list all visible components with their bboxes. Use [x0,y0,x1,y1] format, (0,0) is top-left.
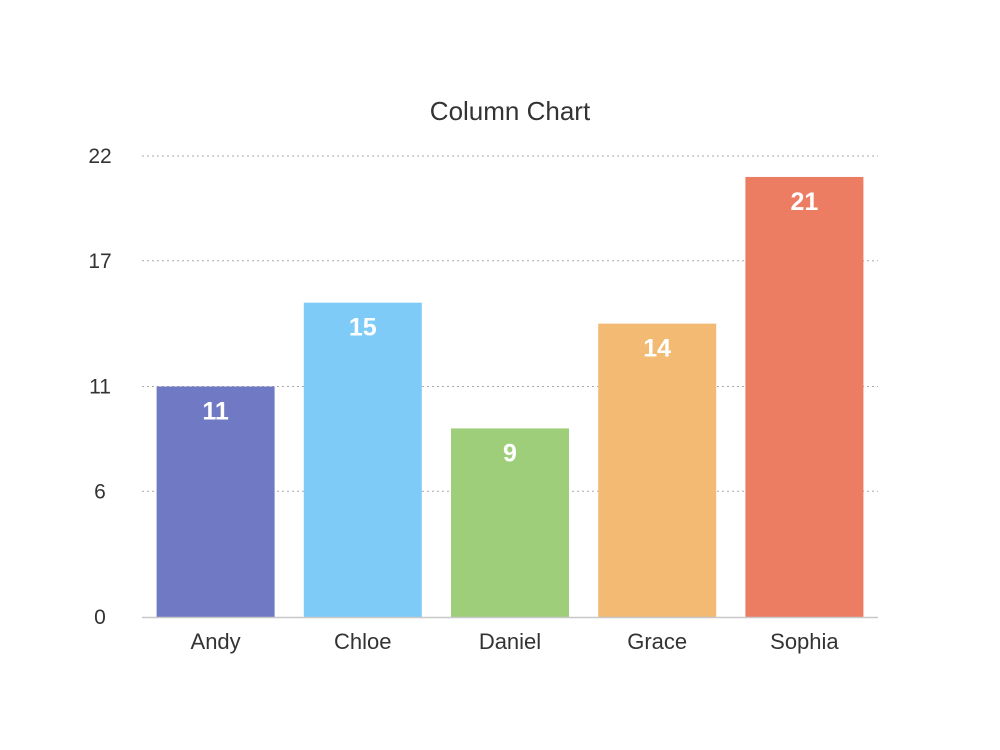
y-tick-label: 17 [88,250,111,273]
y-tick-label: 11 [89,376,111,399]
chart-title: Column Chart [430,96,591,126]
x-axis-ticks: Andy Chloe Daniel Grace Sophia [191,629,840,654]
data-label: 21 [790,188,818,216]
x-tick-label: Grace [627,629,687,654]
bar-sophia [745,176,864,618]
data-labels: 11 15 9 14 21 [202,188,818,467]
bar-daniel [451,428,569,617]
y-tick-label: 22 [88,145,111,168]
bars [156,176,864,618]
x-tick-label: Chloe [334,629,391,654]
data-label: 15 [349,314,377,342]
bar-andy [156,386,275,617]
bar-grace [598,323,717,617]
data-label: 9 [503,439,517,467]
bar-chloe [303,302,422,617]
data-label: 14 [643,335,671,363]
x-tick-label: Sophia [770,629,839,654]
data-label: 11 [202,398,229,426]
y-axis-ticks: 0 6 11 17 22 [88,145,111,629]
y-tick-label: 0 [94,606,106,629]
x-tick-label: Andy [191,629,241,654]
x-tick-label: Daniel [479,629,541,654]
y-tick-label: 6 [94,480,106,503]
